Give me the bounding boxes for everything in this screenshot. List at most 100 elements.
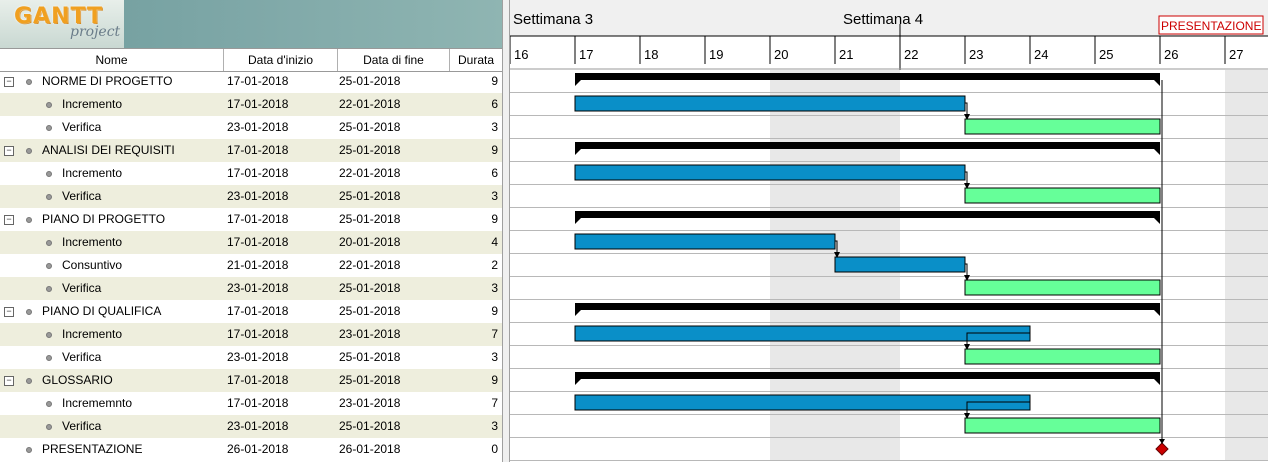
- table-row[interactable]: Incremento 17-01-2018 22-01-2018 6: [0, 162, 502, 185]
- duration-cell: 3: [491, 281, 498, 295]
- summary-bar-end-cap: [1154, 218, 1160, 224]
- task-bullet-icon: [26, 79, 32, 85]
- table-row[interactable]: Incremento 17-01-2018 23-01-2018 7: [0, 323, 502, 346]
- milestone-label: PRESENTAZIONE: [1161, 19, 1261, 33]
- summary-bar-start-cap: [575, 80, 581, 86]
- milestone-dependency-arrowhead: [1159, 439, 1165, 444]
- task-name-cell: Consuntivo: [62, 258, 123, 272]
- increment-task-bar[interactable]: [834, 256, 966, 273]
- start-date-cell: 17-01-2018: [227, 74, 289, 88]
- task-name-cell: Verifica: [62, 281, 102, 295]
- summary-bar[interactable]: [575, 211, 1160, 218]
- table-row[interactable]: Verifica 23-01-2018 25-01-2018 3: [0, 116, 502, 139]
- duration-cell: 4: [491, 235, 498, 249]
- table-row[interactable]: − PIANO DI QUALIFICA 17-01-2018 25-01-2018 9: [0, 300, 502, 323]
- collapse-toggle-icon[interactable]: −: [4, 77, 14, 87]
- end-date-cell: 25-01-2018: [339, 120, 401, 134]
- verify-task-bar[interactable]: [964, 348, 1161, 365]
- task-name-cell: Verifica: [62, 419, 102, 433]
- dependency-line: [835, 240, 838, 254]
- summary-bar[interactable]: [575, 372, 1160, 379]
- summary-bar-end-cap: [1154, 379, 1160, 385]
- start-date-cell: 17-01-2018: [227, 97, 289, 111]
- start-date-cell: 26-01-2018: [227, 442, 289, 456]
- dependency-arrowhead: [964, 114, 970, 120]
- duration-cell: 3: [491, 350, 498, 364]
- end-date-cell: 22-01-2018: [339, 258, 401, 272]
- day-label: 19: [709, 47, 723, 62]
- end-date-cell: 25-01-2018: [339, 281, 401, 295]
- table-row[interactable]: PRESENTAZIONE 26-01-2018 26-01-2018 0: [0, 438, 502, 461]
- dependency-line: [965, 263, 968, 277]
- end-date-cell: 25-01-2018: [339, 419, 401, 433]
- verify-task-bar[interactable]: [964, 279, 1161, 296]
- task-name-cell: Verifica: [62, 350, 102, 364]
- summary-bar[interactable]: [575, 73, 1160, 80]
- logo-sub-text: project: [70, 24, 121, 40]
- day-label: 23: [969, 47, 983, 62]
- table-row[interactable]: Incremento 17-01-2018 22-01-2018 6: [0, 93, 502, 116]
- verify-task-bar[interactable]: [964, 417, 1161, 434]
- summary-bar[interactable]: [575, 142, 1160, 149]
- task-name-cell: Incremento: [62, 166, 123, 180]
- task-name-cell: Incremento: [62, 97, 123, 111]
- duration-cell: 3: [491, 189, 498, 203]
- table-row[interactable]: Verifica 23-01-2018 25-01-2018 3: [0, 346, 502, 369]
- summary-bar[interactable]: [575, 303, 1160, 310]
- increment-task-bar[interactable]: [574, 325, 1031, 342]
- panel-splitter[interactable]: [502, 0, 510, 462]
- start-date-cell: 17-01-2018: [227, 235, 289, 249]
- task-name-cell: PIANO DI PROGETTO: [42, 212, 166, 226]
- dependency-line: [966, 332, 1030, 346]
- task-bullet-icon: [46, 263, 52, 269]
- start-date-cell: 17-01-2018: [227, 166, 289, 180]
- table-row[interactable]: − GLOSSARIO 17-01-2018 25-01-2018 9: [0, 369, 502, 392]
- increment-task-bar[interactable]: [574, 233, 836, 250]
- table-row[interactable]: − NORME DI PROGETTO 17-01-2018 25-01-2018 9: [0, 70, 502, 93]
- table-row[interactable]: Verifica 23-01-2018 25-01-2018 3: [0, 185, 502, 208]
- end-date-cell: 25-01-2018: [339, 373, 401, 387]
- table-row[interactable]: Verifica 23-01-2018 25-01-2018 3: [0, 415, 502, 438]
- increment-task-bar[interactable]: [574, 394, 1031, 411]
- table-row[interactable]: − PIANO DI PROGETTO 17-01-2018 25-01-2018 9: [0, 208, 502, 231]
- table-row[interactable]: − ANALISI DEI REQUISITI 17-01-2018 25-01-20…: [0, 139, 502, 162]
- day-label: 18: [644, 47, 658, 62]
- duration-cell: 6: [491, 97, 498, 111]
- verify-task-bar[interactable]: [964, 187, 1161, 204]
- task-bullet-icon: [26, 309, 32, 315]
- duration-cell: 2: [491, 258, 498, 272]
- verify-task-bar[interactable]: [964, 118, 1161, 135]
- table-row[interactable]: Verifica 23-01-2018 25-01-2018 3: [0, 277, 502, 300]
- column-header-duration[interactable]: Durata: [457, 53, 495, 67]
- start-date-cell: 17-01-2018: [227, 212, 289, 226]
- summary-bar-end-cap: [1154, 310, 1160, 316]
- column-header-end[interactable]: Data di fine: [338, 49, 450, 71]
- table-row[interactable]: Incremento 17-01-2018 20-01-2018 4: [0, 231, 502, 254]
- collapse-toggle-icon[interactable]: −: [4, 146, 14, 156]
- task-name-cell: GLOSSARIO: [42, 373, 113, 387]
- end-date-cell: 25-01-2018: [339, 304, 401, 318]
- duration-cell: 7: [491, 327, 498, 341]
- increment-task-bar[interactable]: [574, 164, 966, 181]
- end-date-cell: 20-01-2018: [339, 235, 401, 249]
- column-header-name[interactable]: Nome: [0, 49, 224, 71]
- table-row[interactable]: Incrememnto 17-01-2018 23-01-2018 7: [0, 392, 502, 415]
- milestone-label-box: [1158, 15, 1264, 35]
- day-label: 20: [774, 47, 788, 62]
- start-date-cell: 23-01-2018: [227, 281, 289, 295]
- end-date-cell: 25-01-2018: [339, 212, 401, 226]
- collapse-toggle-icon[interactable]: −: [4, 307, 14, 317]
- collapse-toggle-icon[interactable]: −: [4, 376, 14, 386]
- task-bullet-icon: [46, 332, 52, 338]
- increment-task-bar[interactable]: [574, 95, 966, 112]
- task-bullet-icon: [46, 401, 52, 407]
- end-date-cell: 22-01-2018: [339, 166, 401, 180]
- collapse-toggle-icon[interactable]: −: [4, 215, 14, 225]
- week-label: Settimana 3: [513, 11, 593, 28]
- dependency-arrowhead: [834, 252, 840, 258]
- milestone-diamond[interactable]: [1155, 442, 1169, 456]
- end-date-cell: 26-01-2018: [339, 442, 401, 456]
- table-row[interactable]: Consuntivo 21-01-2018 22-01-2018 2: [0, 254, 502, 277]
- column-header-start[interactable]: Data d'inizio: [224, 49, 338, 71]
- day-label: 25: [1099, 47, 1113, 62]
